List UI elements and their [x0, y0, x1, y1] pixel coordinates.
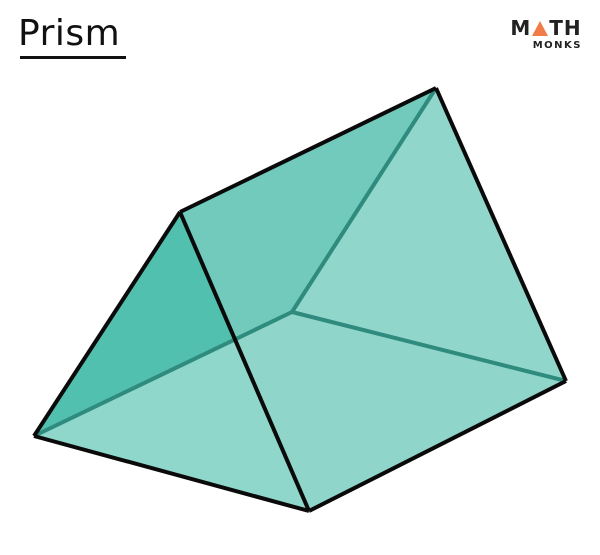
edge-front-right: [178, 211, 311, 512]
edge-front-left: [32, 210, 182, 438]
page-title: Prism: [18, 13, 121, 54]
logo-letters-th: TH: [549, 16, 582, 40]
prism-right-face: [180, 88, 566, 511]
title-underline: [20, 56, 126, 59]
edge-top-ridge: [179, 86, 437, 214]
logo-subtitle: MONKS: [532, 40, 582, 51]
logo-wordmark: M TH: [510, 16, 582, 40]
edge-front-bottom: [33, 434, 310, 513]
hidden-edge-back-to-right: [291, 310, 567, 383]
logo-letter-m: M: [510, 16, 532, 40]
hidden-edge-top-to-back: [290, 86, 438, 314]
triangle-a-icon: [532, 21, 549, 36]
edge-bottom-right: [308, 379, 567, 513]
hidden-edge-left-to-back: [33, 310, 293, 438]
edge-back-right: [434, 87, 568, 382]
math-monks-logo: M TH MONKS: [510, 16, 582, 56]
